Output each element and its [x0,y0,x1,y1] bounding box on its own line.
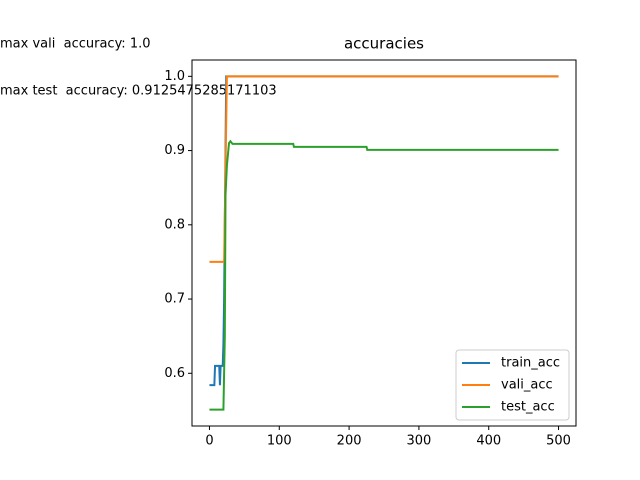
x-tick-label: 200 [337,434,362,449]
x-tick-label: 300 [406,434,431,449]
legend-label: train_acc [501,356,560,371]
x-tick-label: 100 [267,434,292,449]
legend-label: test_acc [501,400,555,415]
x-tick-label: 400 [476,434,501,449]
annotation: max test accuracy: 0.9125475285171103 [0,84,277,99]
chart-title: accuracies [344,35,424,53]
line [209,139,559,411]
axes-frame [191,59,577,427]
legend-label: vali_acc [501,378,553,393]
x-tick-label: 0 [205,434,213,449]
y-tick-label: 1.0 [164,69,185,84]
x-tick-label: 500 [546,434,571,449]
y-tick-label: 0.6 [164,366,185,381]
y-tick-label: 0.9 [164,143,185,158]
y-tick-label: 0.7 [164,292,185,307]
y-tick-label: 0.8 [164,217,185,232]
annotation: max vali accuracy: 1.0 [0,37,151,52]
line [209,75,559,263]
legend [455,349,570,421]
